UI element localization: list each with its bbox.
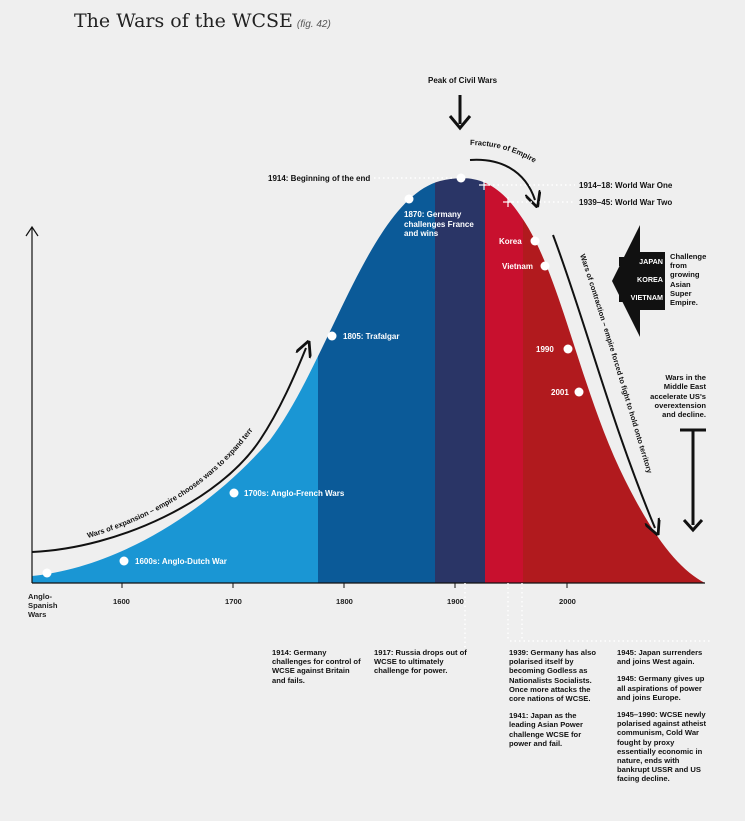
fig-label: (fig. 42) [296,19,331,30]
event-1914-label: 1914: Beginning of the end [268,174,371,183]
title-text: The Wars of the WCSE [74,10,293,32]
note-1914: 1914: Germany challenges for control of … [272,648,361,685]
dot-vietnam [540,261,550,271]
tick-1700: 1700 [225,597,242,606]
contraction-arrow [552,234,655,528]
note-1945-1990: 1945–1990: WCSE newly polarised against … [617,710,707,784]
band-peak [435,178,485,583]
expansion-arrow [31,348,306,553]
region-korea: KOREA [619,275,663,284]
year-1990-label: 1990 [536,345,554,354]
dot-1700 [229,488,239,498]
tick-1600: 1600 [113,597,130,606]
war-markers [479,180,513,207]
korea-label: Korea [499,237,522,246]
dot-anglo-spanish [42,568,52,578]
middle-east-marker [680,428,706,533]
dotted-leaders [374,177,710,648]
expansion-label: Wars of expansion – empire chooses wars … [0,0,255,540]
y-axis-arrow [25,225,39,237]
page-title: The Wars of the WCSE (fig. 42) [74,10,331,32]
event-1600-label: 1600s: Anglo-Dutch War [135,557,227,566]
note-1941: 1941: Japan as the leading Asian Power c… [509,711,583,748]
middle-east-text: Wars in the Middle East accelerate US's … [650,373,706,420]
dot-1805 [327,331,337,341]
peak-label: Peak of Civil Wars [428,76,498,85]
dot-1914 [456,173,466,183]
dot-1990 [563,344,573,354]
region-vietnam: VIETNAM [619,293,663,302]
dot-1870 [404,194,414,204]
event-dots [42,173,584,578]
tick-1800: 1800 [336,597,353,606]
note-1939: 1939: Germany has also polarised itself … [509,648,596,704]
tick-anglo-spanish: Anglo-Spanish Wars [28,592,58,619]
region-japan: JAPAN [619,257,663,266]
note-column-1945: 1945: Japan surrenders and joins West ag… [617,648,709,792]
year-2001-label: 2001 [551,388,569,397]
ww2-label: 1939–45: World War Two [579,198,673,207]
event-1700-label: 1700s: Anglo-French Wars [244,489,345,498]
ww1-label: 1914–18: World War One [579,181,673,190]
peak-arrow [448,95,472,131]
band-fracture [485,178,523,583]
tick-2000: 2000 [559,597,576,606]
fracture-arrow [469,158,535,200]
x-ticks [121,583,568,588]
note-1945-germany: 1945: Germany gives up all aspirations o… [617,674,705,702]
vietnam-label: Vietnam [502,262,533,271]
note-column-1939: 1939: Germany has also polarised itself … [509,648,603,756]
note-1917: 1917: Russia drops out of WCSE to ultima… [374,648,467,676]
dot-1600 [119,556,129,566]
dot-korea [530,236,540,246]
note-1945-japan: 1945: Japan surrenders and joins West ag… [617,648,703,667]
challenge-text: Challenge from growing Asian Super Empir… [670,252,707,308]
dot-2001 [574,387,584,397]
event-1870-label: 1870: Germany challenges France and wins [404,210,474,238]
tick-1900: 1900 [447,597,464,606]
event-1805-label: 1805: Trafalgar [343,332,400,341]
